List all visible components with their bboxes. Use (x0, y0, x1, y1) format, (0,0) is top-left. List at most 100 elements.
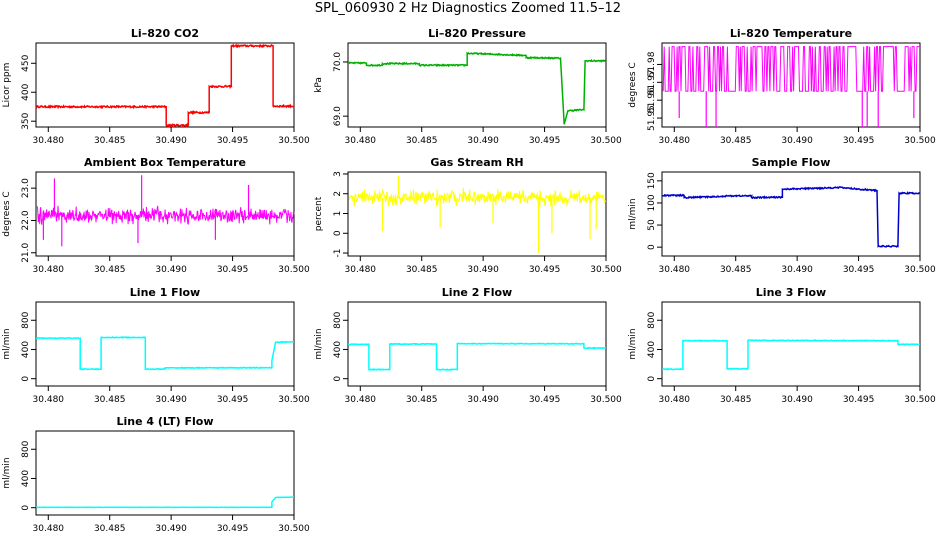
x-tick-label: 30.500 (590, 136, 622, 146)
x-tick-label: 30.500 (904, 395, 936, 405)
x-tick-label: 30.480 (33, 265, 65, 275)
y-tick-label: 22.0 (21, 210, 31, 230)
chart-title: Sample Flow (752, 156, 831, 169)
x-tick-label: 30.495 (843, 265, 875, 275)
x-tick-label: 30.490 (467, 136, 499, 146)
chart-panel: Ambient Box Temperature degrees C 30.480 30… (2, 156, 310, 275)
x-tick-label: 30.485 (720, 265, 752, 275)
x-tick-label: 30.480 (33, 524, 65, 534)
x-tick-label: 30.485 (94, 136, 126, 146)
chart-title: Li–820 CO2 (131, 27, 199, 40)
data-series-line (661, 186, 921, 248)
x-tick-label: 30.500 (278, 395, 310, 405)
y-tick-label: 0 (647, 244, 657, 250)
x-tick-label: 30.480 (659, 136, 691, 146)
x-tick-label: 30.485 (720, 395, 752, 405)
x-tick-label: 30.500 (590, 265, 622, 275)
y-tick-label: 50 (647, 219, 657, 231)
y-tick-label: 100 (647, 194, 657, 211)
y-tick-label: 400 (21, 341, 31, 358)
x-tick-label: 30.500 (278, 524, 310, 534)
y-tick-label: 1 (333, 211, 343, 217)
chart-panel: Sample Flow ml/min 30.480 30.485 30.490 30.49… (628, 156, 936, 275)
chart-title: Li–820 Pressure (428, 27, 526, 40)
x-tick-label: 30.495 (217, 265, 249, 275)
x-tick-label: 30.490 (155, 265, 187, 275)
chart-panel: Li–820 Temperature degrees C 30.480 30.485 3… (628, 27, 936, 146)
x-tick-label: 30.485 (94, 395, 126, 405)
y-tick-label: 800 (333, 311, 343, 328)
x-tick-label: 30.495 (529, 136, 561, 146)
chart-title: Line 2 Flow (442, 286, 512, 299)
y-tick-label: 800 (21, 440, 31, 457)
chart-title: Gas Stream RH (430, 156, 523, 169)
chart-title: Li–820 Temperature (730, 27, 852, 40)
x-tick-label: 30.490 (155, 136, 187, 146)
x-tick-label: 30.495 (217, 524, 249, 534)
x-tick-label: 30.480 (345, 395, 377, 405)
x-tick-label: 30.490 (155, 395, 187, 405)
x-tick-label: 30.485 (406, 395, 438, 405)
y-axis-label: degrees C (2, 191, 12, 236)
data-series-line (36, 205, 295, 225)
x-tick-label: 30.500 (278, 136, 310, 146)
chart-panel: Line 1 Flow ml/min 30.480 30.485 30.490 30.49… (2, 286, 310, 405)
y-tick-label: -1 (333, 249, 343, 258)
y-tick-label: 0 (333, 376, 343, 382)
y-tick-label: 23.0 (21, 178, 31, 198)
y-axis-label: ml/min (314, 328, 324, 359)
x-tick-label: 30.495 (529, 395, 561, 405)
x-tick-label: 30.495 (529, 265, 561, 275)
y-tick-label: 21.0 (21, 242, 31, 262)
x-tick-label: 30.485 (406, 265, 438, 275)
data-series-line (347, 342, 606, 372)
x-tick-label: 30.490 (467, 265, 499, 275)
x-tick-label: 30.490 (781, 136, 813, 146)
chart-title: Line 3 Flow (756, 286, 826, 299)
data-series-line (35, 496, 294, 509)
y-tick-label: 400 (21, 83, 31, 100)
x-tick-label: 30.490 (467, 395, 499, 405)
y-tick-label: 400 (21, 470, 31, 487)
y-tick-label: 350 (21, 112, 31, 129)
y-tick-label: 51.97 (647, 69, 657, 95)
x-tick-label: 30.480 (345, 136, 377, 146)
y-axis-label: ml/min (2, 328, 12, 359)
y-tick-label: 800 (21, 311, 31, 328)
y-tick-label: 3 (333, 171, 343, 177)
y-axis-label: percent (314, 196, 324, 231)
y-axis-label: degrees C (628, 62, 638, 107)
y-axis-label: ml/min (2, 457, 12, 488)
y-tick-label: 2 (333, 191, 343, 197)
y-tick-label: 51.96 (647, 87, 657, 113)
x-tick-label: 30.485 (94, 524, 126, 534)
y-tick-label: 0 (647, 376, 657, 382)
x-tick-label: 30.490 (155, 524, 187, 534)
chart-title: Line 4 (LT) Flow (117, 415, 214, 428)
y-tick-label: 400 (333, 341, 343, 358)
y-tick-label: 69.0 (333, 106, 343, 126)
plot-frame (35, 301, 295, 387)
y-axis-label: ml/min (628, 328, 638, 359)
x-tick-label: 30.485 (720, 136, 752, 146)
plot-frame (347, 171, 607, 257)
x-tick-label: 30.500 (904, 265, 936, 275)
y-tick-label: 800 (647, 311, 657, 328)
x-tick-label: 30.480 (33, 395, 65, 405)
y-tick-label: 0 (21, 376, 31, 382)
x-tick-label: 30.500 (278, 265, 310, 275)
chart-panel: Line 4 (LT) Flow ml/min 30.480 30.485 30.490… (2, 415, 310, 534)
y-tick-label: 0 (333, 230, 343, 236)
y-tick-label: 51.95 (647, 105, 657, 131)
data-series-line (348, 187, 607, 208)
y-tick-label: 51.98 (647, 51, 657, 77)
data-series-line (662, 339, 921, 371)
plot-frame (661, 301, 921, 387)
x-tick-label: 30.500 (904, 136, 936, 146)
x-tick-label: 30.490 (781, 395, 813, 405)
x-tick-label: 30.485 (94, 265, 126, 275)
plot-frame (35, 430, 295, 516)
plot-frame (347, 42, 607, 128)
x-tick-label: 30.480 (659, 395, 691, 405)
